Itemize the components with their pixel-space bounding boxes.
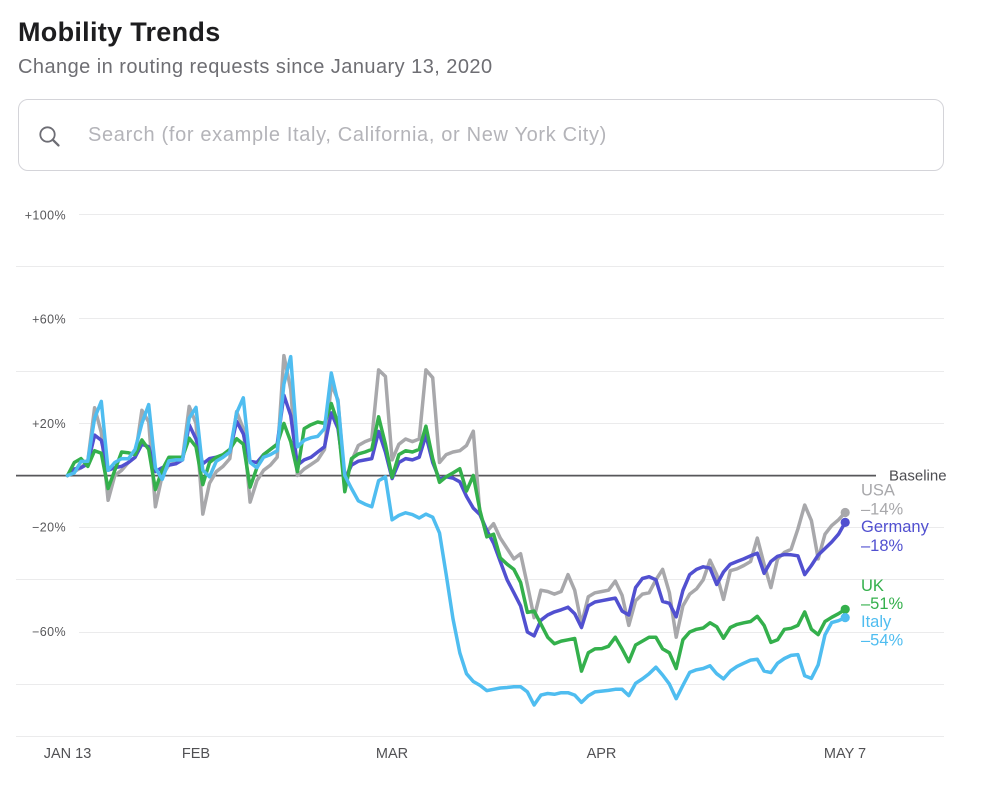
svg-text:−20%: −20% [32, 521, 66, 535]
svg-text:APR: APR [587, 746, 617, 762]
svg-text:UK: UK [861, 577, 884, 595]
svg-text:–54%: –54% [861, 631, 904, 649]
svg-text:Germany: Germany [861, 518, 930, 536]
svg-text:+60%: +60% [32, 313, 66, 327]
svg-text:MAR: MAR [376, 746, 408, 762]
svg-text:JAN 13: JAN 13 [44, 746, 92, 762]
svg-text:Italy: Italy [861, 613, 892, 631]
svg-text:FEB: FEB [182, 746, 210, 762]
svg-text:−60%: −60% [32, 625, 66, 639]
svg-text:+100%: +100% [25, 208, 66, 222]
svg-text:Baseline: Baseline [889, 467, 947, 484]
svg-text:–14%: –14% [861, 501, 904, 519]
svg-text:USA: USA [861, 482, 895, 500]
svg-text:MAY 7: MAY 7 [824, 746, 866, 762]
svg-text:–18%: –18% [861, 537, 904, 555]
svg-text:–51%: –51% [861, 595, 904, 613]
svg-text:+20%: +20% [32, 417, 66, 431]
